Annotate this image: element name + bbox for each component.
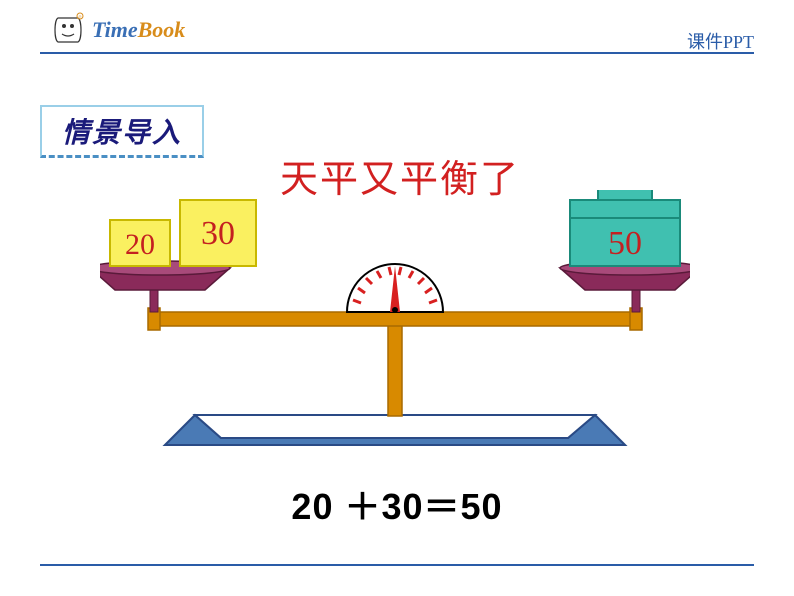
balance-scale-diagram: 20 30 50 — [100, 190, 690, 450]
logo-text-book: Book — [138, 17, 186, 42]
block-30-label: 30 — [201, 215, 235, 252]
header-divider — [40, 52, 754, 54]
block-20-label: 20 — [125, 228, 155, 261]
logo: ® TimeBook — [50, 12, 185, 48]
header-label: 课件PPT — [687, 28, 754, 54]
logo-text: TimeBook — [92, 17, 185, 43]
header: ® TimeBook 课件PPT — [0, 0, 794, 52]
logo-text-time: Time — [92, 17, 138, 42]
scale-beam — [155, 312, 635, 326]
svg-text:®: ® — [78, 14, 81, 19]
block-50: 50 — [570, 190, 680, 266]
book-mascot-icon: ® — [50, 12, 86, 48]
equation: 20 ＋30＝50 — [0, 478, 794, 530]
block-50-label: 50 — [608, 225, 642, 262]
section-label: 情景导入 — [40, 105, 204, 158]
scale-dial — [347, 264, 443, 313]
footer-divider — [40, 564, 754, 566]
